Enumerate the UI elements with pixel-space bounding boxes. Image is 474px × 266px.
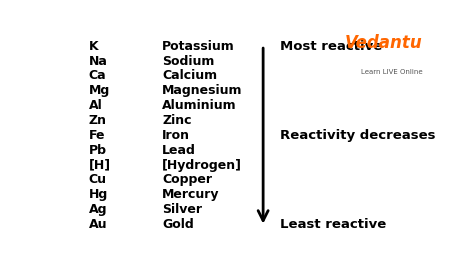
Text: Hg: Hg bbox=[89, 188, 108, 201]
Text: Mercury: Mercury bbox=[162, 188, 219, 201]
Text: Iron: Iron bbox=[162, 129, 190, 142]
Text: Potassium: Potassium bbox=[162, 40, 235, 53]
Text: Gold: Gold bbox=[162, 218, 194, 231]
Text: Mg: Mg bbox=[89, 84, 110, 97]
Text: Ag: Ag bbox=[89, 203, 107, 216]
Text: Least reactive: Least reactive bbox=[280, 218, 386, 231]
Text: Sodium: Sodium bbox=[162, 55, 214, 68]
Text: Ca: Ca bbox=[89, 69, 106, 82]
Text: Cu: Cu bbox=[89, 173, 107, 186]
Text: Learn LIVE Online: Learn LIVE Online bbox=[361, 69, 423, 75]
Text: Silver: Silver bbox=[162, 203, 202, 216]
Text: Magnesium: Magnesium bbox=[162, 84, 243, 97]
Text: [Hydrogen]: [Hydrogen] bbox=[162, 159, 242, 172]
Text: Calcium: Calcium bbox=[162, 69, 217, 82]
Text: Zinc: Zinc bbox=[162, 114, 191, 127]
Text: Vedantu: Vedantu bbox=[345, 34, 423, 52]
Text: K: K bbox=[89, 40, 98, 53]
Text: Lead: Lead bbox=[162, 144, 196, 157]
Text: Na: Na bbox=[89, 55, 108, 68]
Text: Pb: Pb bbox=[89, 144, 107, 157]
Text: Au: Au bbox=[89, 218, 107, 231]
Text: [H]: [H] bbox=[89, 159, 111, 172]
Text: Most reactive: Most reactive bbox=[280, 40, 382, 53]
Text: Al: Al bbox=[89, 99, 102, 112]
Text: Aluminium: Aluminium bbox=[162, 99, 237, 112]
Text: Reactivity decreases: Reactivity decreases bbox=[280, 129, 435, 142]
Text: Zn: Zn bbox=[89, 114, 107, 127]
Text: Fe: Fe bbox=[89, 129, 105, 142]
Text: Copper: Copper bbox=[162, 173, 212, 186]
